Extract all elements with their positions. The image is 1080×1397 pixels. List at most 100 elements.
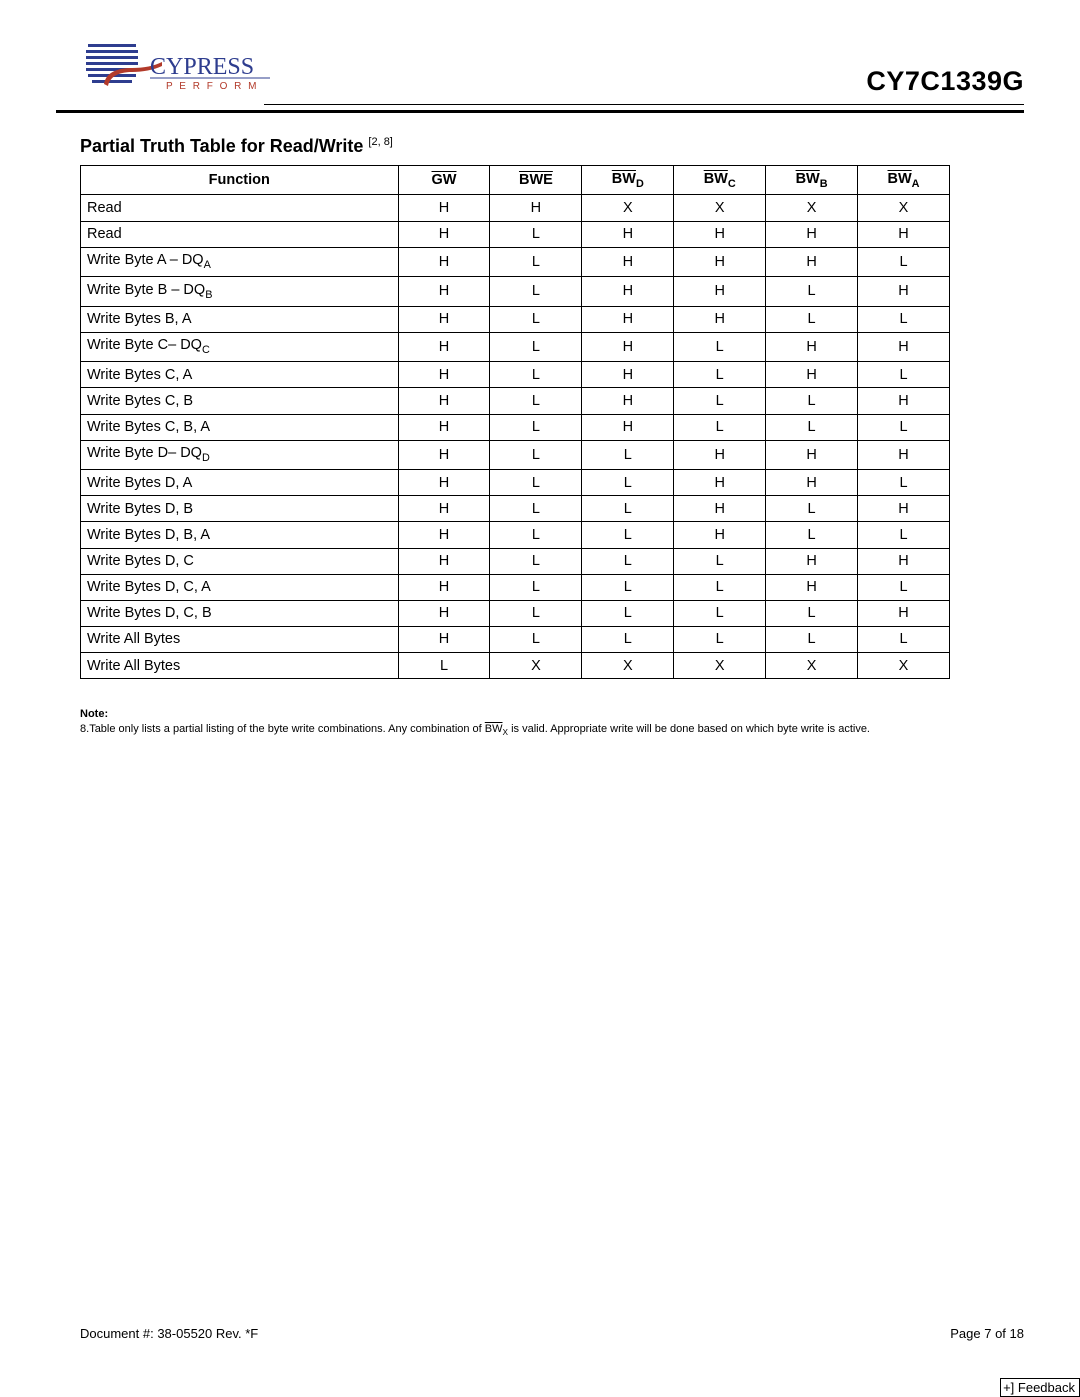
part-number: CY7C1339G bbox=[866, 66, 1024, 97]
col-function: Function bbox=[81, 166, 399, 195]
cell-value: H bbox=[766, 574, 858, 600]
cell-function: Write Bytes D, C, B bbox=[81, 600, 399, 626]
table-row: Write Byte A – DQAHLHHHL bbox=[81, 247, 950, 276]
note-number: 8. bbox=[80, 723, 89, 735]
cell-value: L bbox=[674, 626, 766, 652]
cell-value: L bbox=[490, 277, 582, 306]
cell-value: L bbox=[398, 653, 490, 679]
cell-function: Write Bytes D, C, A bbox=[81, 574, 399, 600]
cell-value: X bbox=[490, 653, 582, 679]
doc-number: Document #: 38-05520 Rev. *F bbox=[80, 1326, 258, 1341]
cell-value: L bbox=[490, 362, 582, 388]
cell-value: H bbox=[766, 362, 858, 388]
cell-value: L bbox=[674, 332, 766, 361]
table-row: Write Bytes D, BHLLHLH bbox=[81, 496, 950, 522]
cell-value: L bbox=[490, 247, 582, 276]
note-bw-overline: BW bbox=[485, 722, 503, 737]
truth-table-body: ReadHHXXXXReadHLHHHHWrite Byte A – DQAHL… bbox=[81, 195, 950, 679]
cell-value: L bbox=[858, 362, 950, 388]
section-title-refs: [2, 8] bbox=[368, 136, 392, 148]
cell-value: H bbox=[398, 362, 490, 388]
cell-value: X bbox=[582, 195, 674, 221]
cell-value: L bbox=[582, 470, 674, 496]
cell-value: L bbox=[766, 388, 858, 414]
cell-value: L bbox=[674, 414, 766, 440]
cell-value: H bbox=[858, 277, 950, 306]
cell-value: L bbox=[858, 626, 950, 652]
cell-value: X bbox=[674, 653, 766, 679]
cell-value: H bbox=[766, 247, 858, 276]
cell-function: Write Bytes D, A bbox=[81, 470, 399, 496]
table-row: Write Bytes D, AHLLHHL bbox=[81, 470, 950, 496]
cell-value: H bbox=[398, 600, 490, 626]
cell-value: H bbox=[674, 221, 766, 247]
header-rule-thick bbox=[56, 110, 1024, 113]
cell-function: Write Bytes B, A bbox=[81, 306, 399, 332]
section-title: Partial Truth Table for Read/Write [2, 8… bbox=[80, 136, 1024, 157]
cell-function: Read bbox=[81, 195, 399, 221]
cell-function: Read bbox=[81, 221, 399, 247]
cell-value: L bbox=[490, 626, 582, 652]
col-bwA: BWA bbox=[858, 166, 950, 195]
page: CYPRESS P E R F O R M CY7C1339G Partial … bbox=[0, 0, 1080, 1397]
cell-value: H bbox=[858, 440, 950, 469]
cell-value: H bbox=[398, 221, 490, 247]
cell-value: L bbox=[858, 470, 950, 496]
col-bwe: BWE bbox=[490, 166, 582, 195]
cell-value: L bbox=[766, 277, 858, 306]
cell-value: L bbox=[858, 574, 950, 600]
truth-table: FunctionGWBWEBWDBWCBWBBWA ReadHHXXXXRead… bbox=[80, 165, 950, 679]
cell-value: L bbox=[582, 496, 674, 522]
truth-table-head: FunctionGWBWEBWDBWCBWBBWA bbox=[81, 166, 950, 195]
cell-function: Write Byte A – DQA bbox=[81, 247, 399, 276]
cell-value: H bbox=[674, 496, 766, 522]
cell-value: H bbox=[398, 522, 490, 548]
cell-value: L bbox=[490, 332, 582, 361]
cell-value: L bbox=[858, 414, 950, 440]
cell-value: H bbox=[398, 388, 490, 414]
cell-value: X bbox=[858, 195, 950, 221]
cell-value: H bbox=[398, 470, 490, 496]
cell-value: L bbox=[674, 388, 766, 414]
cell-value: H bbox=[490, 195, 582, 221]
cell-value: L bbox=[766, 626, 858, 652]
cell-value: H bbox=[582, 247, 674, 276]
cell-value: L bbox=[766, 414, 858, 440]
table-row: Write Bytes C, AHLHLHL bbox=[81, 362, 950, 388]
cell-value: L bbox=[674, 600, 766, 626]
cell-function: Write All Bytes bbox=[81, 653, 399, 679]
cell-function: Write Bytes D, C bbox=[81, 548, 399, 574]
cell-value: L bbox=[858, 522, 950, 548]
cell-value: H bbox=[766, 221, 858, 247]
cell-value: H bbox=[398, 626, 490, 652]
cell-value: H bbox=[398, 277, 490, 306]
header-rule-thin bbox=[264, 104, 1024, 105]
cell-value: H bbox=[674, 277, 766, 306]
cell-function: Write Bytes D, B bbox=[81, 496, 399, 522]
table-row: Write Byte D– DQDHLLHHH bbox=[81, 440, 950, 469]
cell-value: X bbox=[582, 653, 674, 679]
table-row: Write Bytes C, B, AHLHLLL bbox=[81, 414, 950, 440]
cell-value: H bbox=[398, 195, 490, 221]
page-number: Page 7 of 18 bbox=[950, 1326, 1024, 1341]
logo-tagline-text: P E R F O R M bbox=[166, 81, 259, 92]
cell-value: H bbox=[398, 574, 490, 600]
cell-function: Write Bytes C, A bbox=[81, 362, 399, 388]
cell-value: L bbox=[674, 574, 766, 600]
cell-value: H bbox=[674, 522, 766, 548]
cell-value: H bbox=[398, 306, 490, 332]
cell-value: L bbox=[858, 306, 950, 332]
cell-value: H bbox=[398, 247, 490, 276]
cell-value: H bbox=[582, 362, 674, 388]
cell-value: H bbox=[766, 548, 858, 574]
logo-brand-text: CYPRESS bbox=[150, 54, 254, 80]
feedback-button[interactable]: +] Feedback bbox=[1000, 1378, 1080, 1397]
cell-value: H bbox=[398, 332, 490, 361]
cell-value: L bbox=[490, 496, 582, 522]
table-row: Write Byte B – DQBHLHHLH bbox=[81, 277, 950, 306]
table-row: Write Bytes D, CHLLLHH bbox=[81, 548, 950, 574]
cypress-logo-svg: CYPRESS P E R F O R M bbox=[84, 32, 274, 102]
cell-value: L bbox=[582, 440, 674, 469]
cell-value: L bbox=[674, 362, 766, 388]
table-row: Write Bytes D, C, AHLLLHL bbox=[81, 574, 950, 600]
